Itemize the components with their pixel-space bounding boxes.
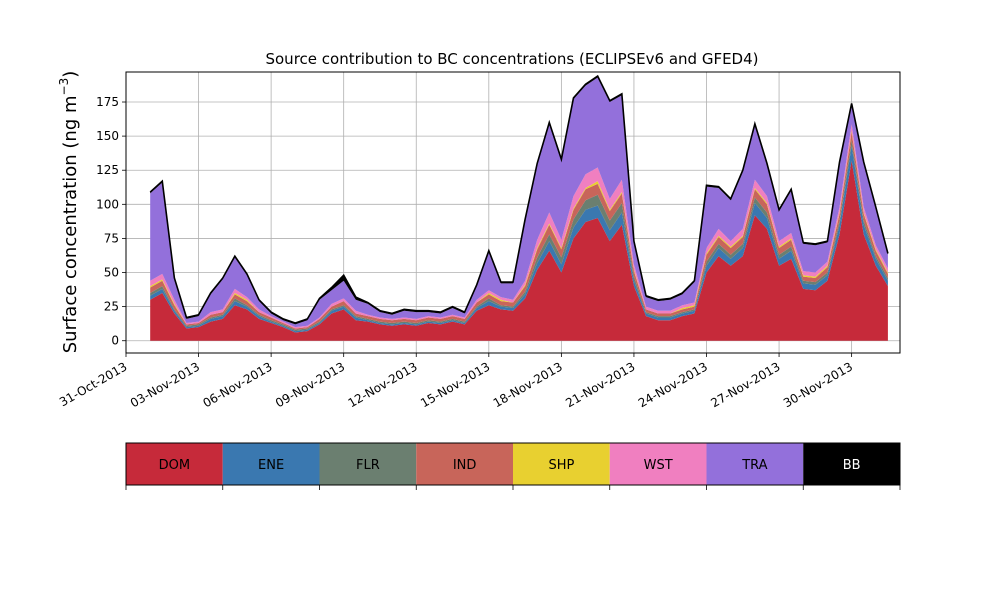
x-tick-label: 06-Nov-2013 (200, 359, 274, 410)
y-tick-label: 0 (111, 334, 119, 348)
area-tra (150, 77, 888, 328)
plot-frame (125, 71, 901, 354)
legend-swatch-shp (513, 443, 610, 485)
area-wst (150, 123, 888, 329)
x-tick-label: 27-Nov-2013 (708, 359, 782, 410)
legend-swatch-tra (706, 443, 804, 485)
legend-label-wst: WST (644, 458, 673, 473)
y-tick-label: 25 (104, 300, 119, 314)
y-tick-label: 175 (96, 95, 119, 109)
legend-frame (125, 442, 901, 486)
legend-swatch-ene (222, 443, 320, 485)
legend-label-shp: SHP (548, 458, 574, 473)
legend-label-tra: TRA (741, 458, 767, 473)
y-axis-label-superscript: −3 (57, 78, 71, 96)
x-tick-label: 03-Nov-2013 (128, 359, 202, 410)
legend-label-flr: FLR (356, 458, 380, 473)
y-tick-label: 100 (96, 197, 119, 211)
legend-swatch-dom (126, 443, 223, 485)
legend-swatch-wst (609, 443, 707, 485)
x-tick-label: 09-Nov-2013 (273, 359, 347, 410)
legend-swatch-bb (803, 443, 900, 485)
y-axis-label: Surface concentration (ng m−3) (57, 71, 81, 354)
x-tick-label: 21-Nov-2013 (563, 359, 637, 410)
x-tick-label: 31-Oct-2013 (57, 359, 129, 409)
x-tick-label: 12-Nov-2013 (346, 359, 420, 410)
y-axis-label-close: ) (60, 71, 81, 78)
x-tick-label: 18-Nov-2013 (491, 359, 565, 410)
area-dom (150, 160, 888, 341)
x-tick-label: 24-Nov-2013 (636, 359, 710, 410)
chart-title: Source contribution to BC concentrations… (265, 50, 758, 68)
legend-label-dom: DOM (159, 458, 190, 473)
legend-label-ind: IND (453, 458, 477, 473)
x-tick-label: 30-Nov-2013 (781, 359, 855, 410)
legend-label-bb: BB (843, 458, 861, 473)
y-tick-label: 50 (104, 266, 119, 280)
y-tick-label: 150 (96, 129, 119, 143)
y-tick-label: 75 (104, 231, 119, 245)
y-tick-label: 125 (96, 163, 119, 177)
total-line (149, 74, 889, 324)
stacked-areas (149, 74, 889, 341)
x-tick-label: 15-Nov-2013 (418, 359, 492, 410)
colorbar-legend: DOM ENE FLR IND SHP WST TRA BB (125, 442, 901, 490)
legend-label-ene: ENE (258, 458, 284, 473)
legend-swatch-flr (319, 443, 417, 485)
legend-swatch-ind (416, 443, 513, 485)
